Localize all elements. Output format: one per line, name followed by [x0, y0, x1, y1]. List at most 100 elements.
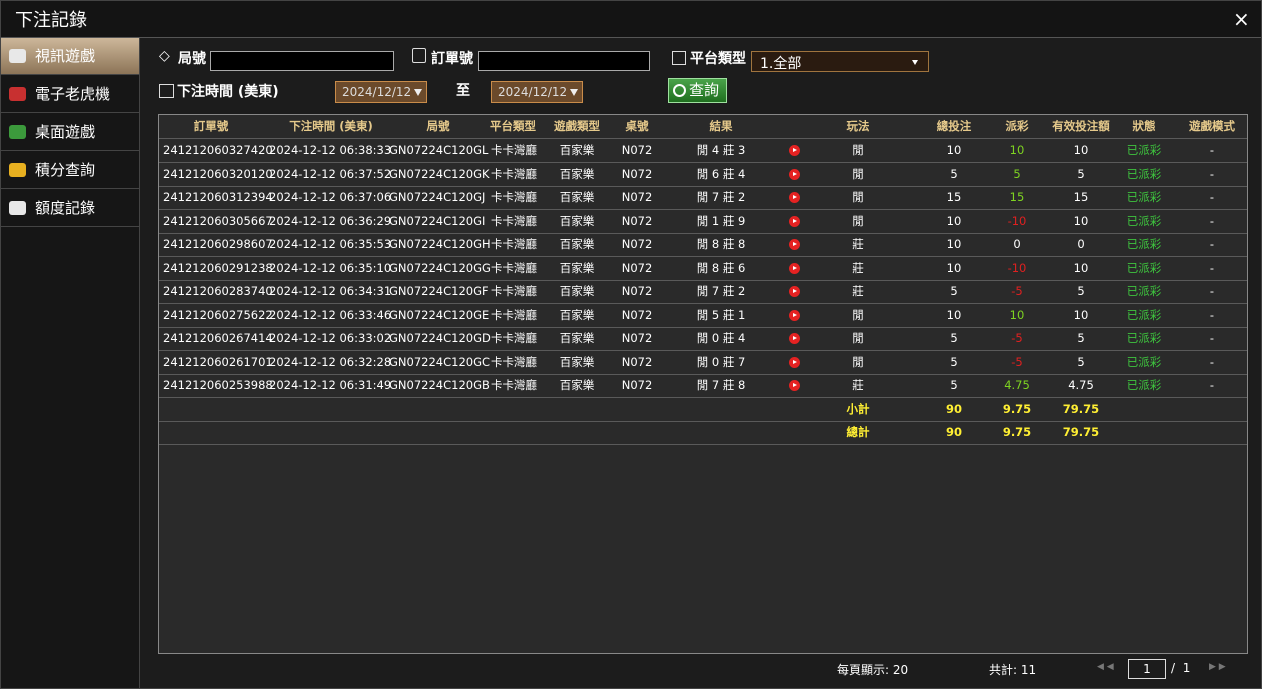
column-header: 平台類型	[490, 119, 536, 133]
cell: -	[1209, 190, 1215, 204]
cell: -5	[1011, 331, 1023, 345]
cell: 15	[946, 190, 962, 204]
cell: 卡卡灣廳	[491, 284, 537, 298]
play-icon[interactable]	[789, 309, 800, 321]
sidebar-icon	[9, 125, 26, 139]
cell: 2024-12-12 06:37:52	[269, 166, 392, 181]
play-icon[interactable]	[789, 333, 800, 344]
play-icon[interactable]	[789, 145, 800, 156]
cell: GN07224C120GK	[389, 166, 490, 181]
cell: 0	[1077, 237, 1085, 251]
cell: 閒 6 莊 4	[696, 166, 746, 181]
play-icon[interactable]	[789, 356, 800, 368]
cell: 10	[946, 307, 962, 322]
cell: 卡卡灣廳	[491, 378, 537, 392]
cell: 5	[1077, 354, 1085, 369]
cell: 2024-12-12 06:38:33	[269, 143, 392, 157]
sidebar-item[interactable]: 額度記錄	[1, 190, 139, 227]
platform-label: 平台類型	[690, 51, 746, 67]
round-input[interactable]	[210, 51, 394, 71]
cell: 莊	[852, 237, 864, 251]
cell: GN07224C120GL	[389, 143, 489, 157]
sidebar-label: 額度記錄	[35, 199, 96, 217]
play-icon[interactable]	[789, 168, 800, 180]
cell: 百家樂	[559, 378, 595, 392]
cell: 10	[946, 213, 962, 228]
table-row: 241212060312394 2024-12-12 06:37:06 GN0722…	[159, 186, 1247, 210]
cell: 卡卡灣廳	[491, 237, 537, 251]
cell: 241212060267414	[163, 331, 273, 345]
title: 下注記錄	[15, 10, 87, 31]
column-header: 訂單號	[193, 119, 229, 133]
cell: -	[1209, 378, 1215, 392]
cell: 241212060312394	[163, 190, 273, 204]
column-header: 玩法	[846, 119, 870, 133]
next-buttons[interactable]: ▶ ▶	[1209, 662, 1226, 672]
table-row: 241212060275622 2024-12-12 06:33:46 GN0722…	[159, 304, 1247, 328]
date-to[interactable]: 2024/12/12	[491, 81, 583, 103]
cell: 閒 7 莊 2	[696, 190, 746, 204]
table-row: 241212060267414 2024-12-12 06:33:02 GN0722…	[159, 327, 1247, 351]
cell: 2024-12-12 06:32:28	[269, 354, 392, 369]
cell: 5	[950, 378, 958, 392]
cell: 卡卡灣廳	[491, 213, 537, 228]
cell: 15	[1073, 190, 1089, 204]
search-icon	[673, 84, 686, 97]
cell: 2024-12-12 06:36:29	[269, 213, 392, 228]
cell: 5	[1077, 166, 1085, 181]
cell: 百家樂	[559, 354, 595, 369]
play-icon[interactable]	[789, 380, 800, 391]
play-icon[interactable]	[789, 239, 800, 250]
cell: 百家樂	[559, 190, 595, 204]
page-input[interactable]: 1	[1128, 659, 1166, 679]
cell: 10	[1073, 260, 1089, 275]
cell: GN07224C120GD	[389, 331, 491, 345]
sidebar-icon	[9, 49, 26, 63]
sidebar-label: 積分查詢	[35, 161, 96, 179]
cell: 5	[950, 166, 958, 181]
play-icon[interactable]	[789, 286, 800, 297]
sidebar-item[interactable]: 桌面遊戲	[1, 114, 139, 151]
sidebar-item[interactable]: 電子老虎機	[1, 76, 139, 113]
order-input[interactable]	[478, 51, 650, 71]
play-icon[interactable]	[789, 215, 800, 227]
cell: N072	[621, 284, 653, 298]
cell: GN07224C120GE	[389, 307, 490, 322]
cell: 已派彩	[1126, 354, 1162, 369]
column-header: 局號	[426, 119, 450, 133]
table-row: 241212060320120 2024-12-12 06:37:52 GN0722…	[159, 163, 1247, 187]
cell: 卡卡灣廳	[491, 190, 537, 204]
total-value: 11	[1020, 663, 1037, 677]
table-row: 241212060327420 2024-12-12 06:38:33 GN0722…	[159, 139, 1247, 163]
cell: 百家樂	[559, 284, 595, 298]
column-header: 遊戲類型	[554, 119, 600, 133]
play-icon[interactable]	[789, 192, 800, 203]
cell: 10	[946, 143, 962, 157]
per-page-label: 每頁顯示:	[837, 663, 890, 677]
cell: 閒 7 莊 8	[696, 378, 746, 392]
cell: 241212060275622	[163, 307, 273, 322]
close-button[interactable]: ×	[1233, 7, 1250, 31]
sidebar-item[interactable]: 視訊遊戲	[1, 38, 139, 75]
table-row: 241212060305667 2024-12-12 06:36:29 GN0722…	[159, 210, 1247, 234]
platform-value: 1.全部	[760, 56, 802, 72]
cell: 10	[946, 237, 962, 251]
header-row: 訂單號 下注時間 (美東) 局號 平台類型 遊戲類型 桌號 結果 玩法 總投注 派彩 有效投注額 狀態…	[159, 115, 1247, 139]
search-text: 查詢	[689, 81, 720, 99]
sidebar-label: 電子老虎機	[35, 85, 111, 103]
sidebar-item[interactable]: 積分查詢	[1, 152, 139, 189]
cell: N072	[621, 166, 653, 181]
cell: 閒 0 莊 4	[696, 331, 746, 345]
cell: 241212060320120	[163, 166, 273, 181]
date-from[interactable]: 2024/12/12	[335, 81, 427, 103]
cell: 0	[1013, 237, 1021, 251]
search-button[interactable]: 查詢	[668, 78, 727, 103]
platform-select[interactable]: 1.全部	[751, 51, 929, 72]
play-icon[interactable]	[789, 262, 800, 274]
prev-buttons[interactable]: ◀ ◀	[1097, 662, 1114, 672]
cell: 5	[950, 284, 958, 298]
total-label: 共計:	[989, 663, 1018, 677]
cell: 閒	[852, 213, 864, 228]
cell: -	[1209, 307, 1215, 322]
subtotal-row: 小計 90 9.75 79.75	[159, 398, 1247, 422]
